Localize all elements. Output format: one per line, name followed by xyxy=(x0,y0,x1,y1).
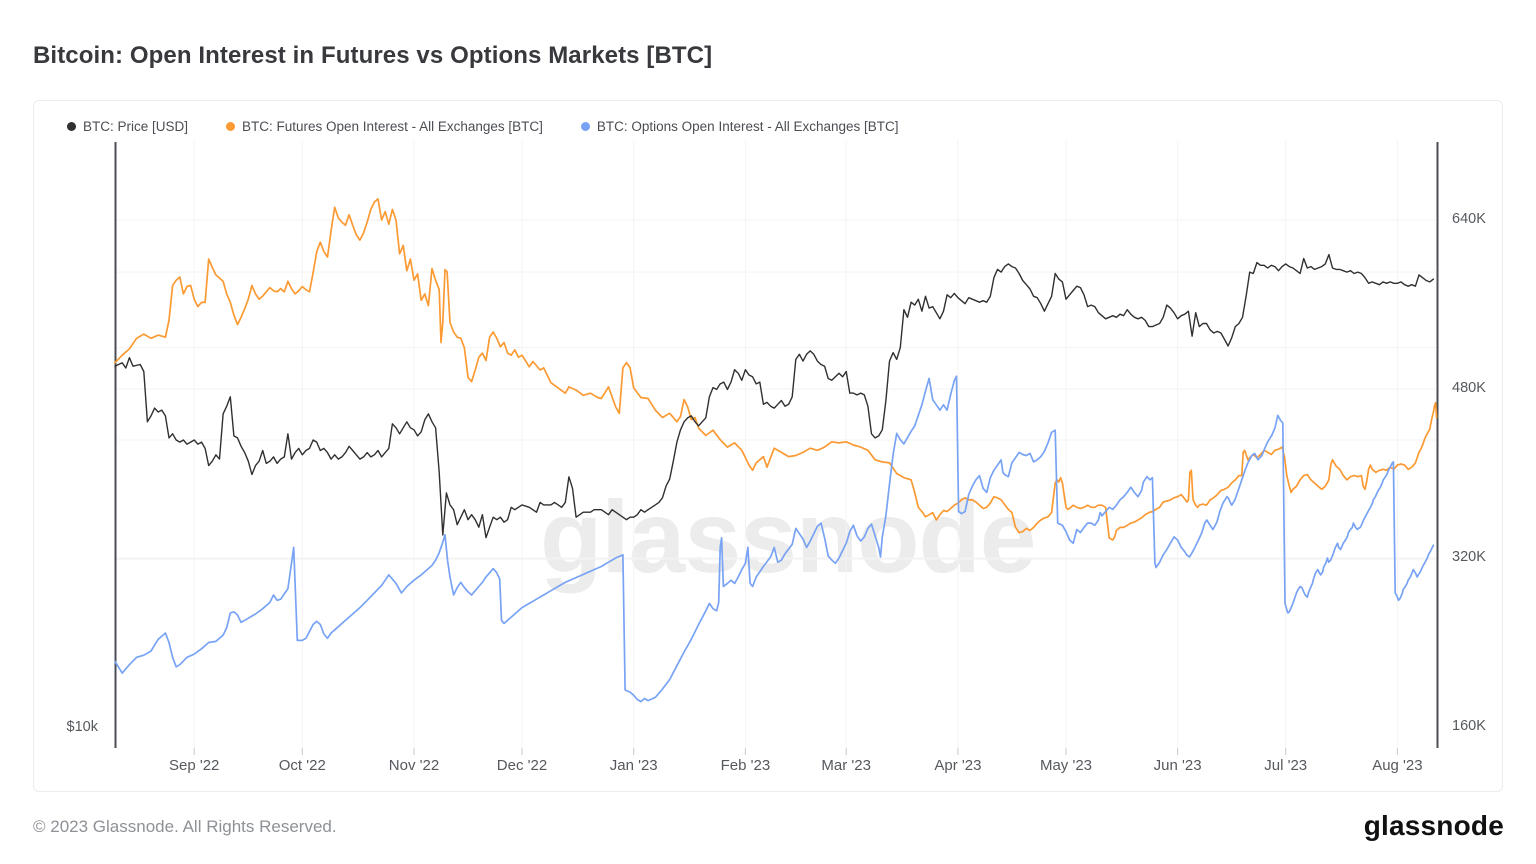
y-axis-right-label: 320K xyxy=(1452,549,1486,565)
series-line-price xyxy=(114,253,1435,539)
page-title: Bitcoin: Open Interest in Futures vs Opt… xyxy=(33,42,713,69)
x-tick-label: Nov '22 xyxy=(388,757,440,774)
footer-copyright: © 2023 Glassnode. All Rights Reserved. xyxy=(33,817,337,836)
x-tick-label: Feb '23 xyxy=(720,757,771,774)
x-tick-label: Sep '22 xyxy=(168,757,220,774)
legend-item-price[interactable]: BTC: Price [USD] xyxy=(67,119,188,134)
x-tick-label: Oct '22 xyxy=(278,757,326,774)
legend-label-price: BTC: Price [USD] xyxy=(83,119,189,134)
chart-card: glassnode xyxy=(33,100,1503,792)
price-series-dot-icon xyxy=(67,122,76,131)
futures-series-dot-icon xyxy=(226,122,236,131)
x-tick-label: May '23 xyxy=(1039,757,1093,774)
x-tick-label: Apr '23 xyxy=(934,757,982,774)
x-tick-label: Jul '23 xyxy=(1264,757,1308,774)
legend-item-options[interactable]: BTC: Options Open Interest - All Exchang… xyxy=(580,119,899,134)
plot-area[interactable] xyxy=(115,140,1437,748)
x-tick-label: Dec '22 xyxy=(496,757,548,774)
x-tick-label: Jan '23 xyxy=(609,757,658,774)
x-tick-label: Jun '23 xyxy=(1153,757,1202,774)
legend: BTC: Price [USD] BTC: Futures Open Inter… xyxy=(67,119,899,134)
x-tick-label: Mar '23 xyxy=(821,757,871,774)
legend-label-futures: BTC: Futures Open Interest - All Exchang… xyxy=(242,119,543,134)
y-axis-right-label: 160K xyxy=(1452,718,1486,734)
x-tick-label: Aug '23 xyxy=(1372,757,1423,774)
y-axis-right-label: 480K xyxy=(1452,380,1486,396)
y-axis-left-label: $10k xyxy=(66,719,98,735)
glassnode-logo: glassnode xyxy=(1363,810,1504,841)
legend-label-options: BTC: Options Open Interest - All Exchang… xyxy=(596,119,899,134)
series-line-futures xyxy=(114,198,1438,541)
legend-item-futures[interactable]: BTC: Futures Open Interest - All Exchang… xyxy=(226,119,543,134)
options-series-dot-icon xyxy=(580,122,590,131)
y-axis-right-label: 640K xyxy=(1452,211,1486,227)
series-line-options xyxy=(114,375,1435,703)
